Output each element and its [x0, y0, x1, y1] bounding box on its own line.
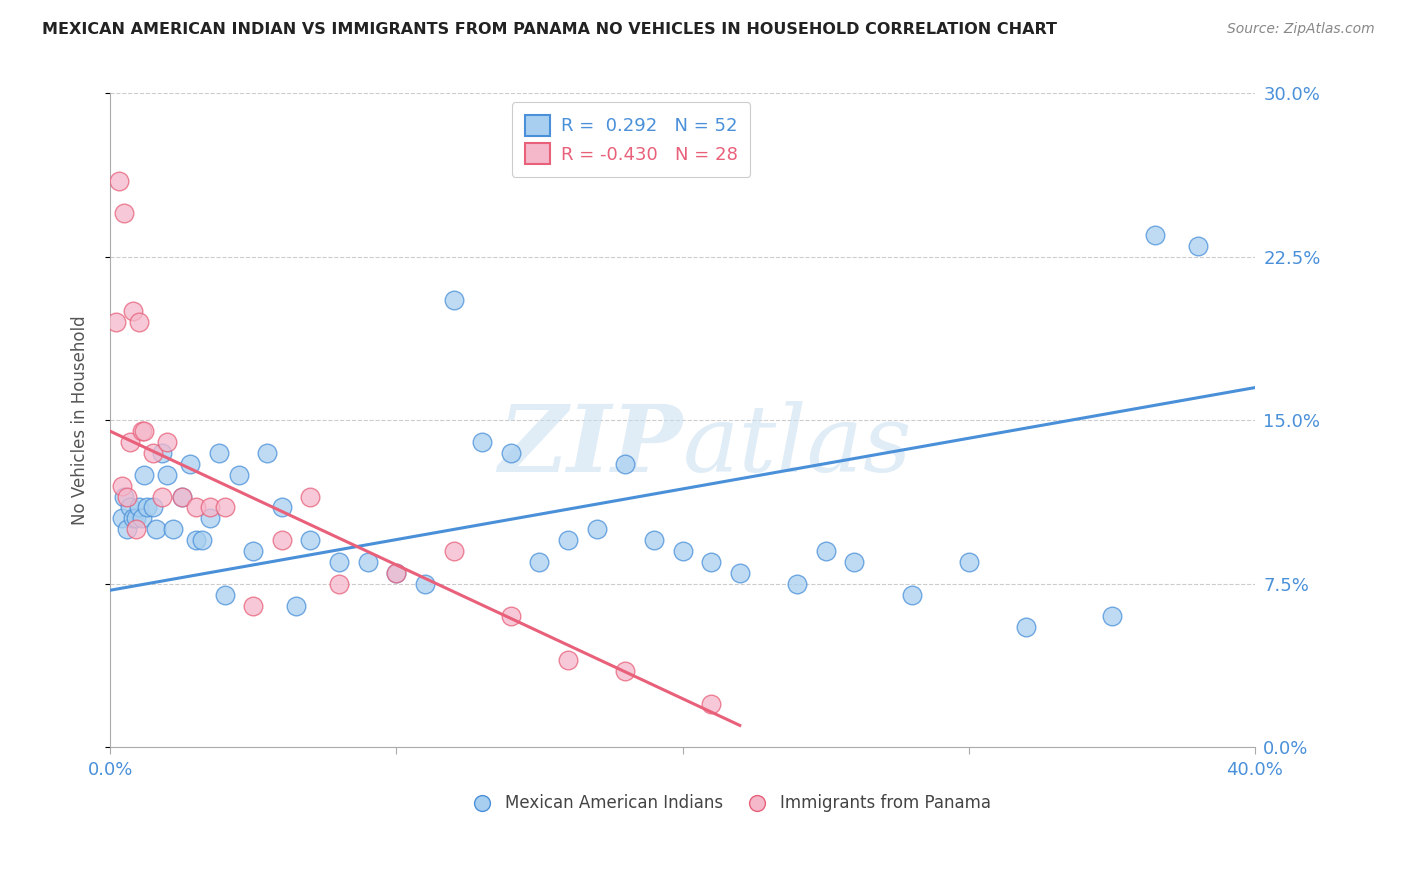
Point	[643, 533, 665, 548]
Point	[190, 533, 212, 548]
Point	[179, 457, 201, 471]
Point	[104, 315, 127, 329]
Point	[125, 522, 148, 536]
Point	[110, 511, 132, 525]
Point	[256, 446, 278, 460]
Point	[671, 544, 693, 558]
Text: MEXICAN AMERICAN INDIAN VS IMMIGRANTS FROM PANAMA NO VEHICLES IN HOUSEHOLD CORRE: MEXICAN AMERICAN INDIAN VS IMMIGRANTS FR…	[42, 22, 1057, 37]
Point	[145, 522, 167, 536]
Point	[443, 293, 465, 308]
Point	[200, 511, 222, 525]
Point	[413, 576, 436, 591]
Point	[957, 555, 980, 569]
Point	[357, 555, 380, 569]
Point	[328, 555, 350, 569]
Point	[270, 500, 292, 515]
Point	[214, 500, 236, 515]
Point	[328, 576, 350, 591]
Point	[900, 588, 922, 602]
Point	[700, 697, 723, 711]
Point	[107, 173, 129, 187]
Point	[270, 533, 292, 548]
Point	[120, 500, 142, 515]
Point	[142, 446, 165, 460]
Point	[162, 522, 184, 536]
Point	[499, 446, 522, 460]
Point	[122, 304, 145, 318]
Point	[128, 315, 150, 329]
Point	[122, 511, 145, 525]
Point	[117, 490, 139, 504]
Text: atlas: atlas	[682, 401, 912, 491]
Point	[557, 533, 579, 548]
Point	[786, 576, 808, 591]
Point	[471, 435, 494, 450]
Point	[134, 424, 156, 438]
Point	[285, 599, 308, 613]
Point	[814, 544, 837, 558]
Point	[529, 555, 551, 569]
Point	[228, 467, 250, 482]
Point	[184, 533, 207, 548]
Point	[844, 555, 866, 569]
Point	[499, 609, 522, 624]
Point	[112, 490, 135, 504]
Point	[242, 599, 264, 613]
Point	[110, 478, 132, 492]
Point	[1015, 620, 1038, 634]
Point	[142, 500, 165, 515]
Point	[208, 446, 231, 460]
Point	[131, 511, 153, 525]
Y-axis label: No Vehicles in Household: No Vehicles in Household	[72, 316, 89, 525]
Point	[1187, 239, 1209, 253]
Point	[700, 555, 723, 569]
Point	[728, 566, 751, 580]
Point	[156, 435, 179, 450]
Point	[1101, 609, 1123, 624]
Point	[150, 446, 173, 460]
Point	[136, 500, 159, 515]
Text: Source: ZipAtlas.com: Source: ZipAtlas.com	[1227, 22, 1375, 37]
Point	[170, 490, 193, 504]
Point	[299, 533, 322, 548]
Point	[150, 490, 173, 504]
Point	[299, 490, 322, 504]
Point	[134, 467, 156, 482]
Point	[585, 522, 607, 536]
Point	[614, 457, 637, 471]
Point	[117, 522, 139, 536]
Point	[108, 742, 131, 756]
Point	[385, 566, 408, 580]
Point	[184, 500, 207, 515]
Point	[443, 544, 465, 558]
Text: ZIP: ZIP	[498, 401, 682, 491]
Point	[242, 544, 264, 558]
Point	[614, 664, 637, 678]
Point	[170, 490, 193, 504]
Text: Mexican American Indians: Mexican American Indians	[505, 794, 723, 812]
Point	[112, 206, 135, 220]
Point	[131, 424, 153, 438]
Point	[385, 566, 408, 580]
Point	[200, 500, 222, 515]
Point	[120, 435, 142, 450]
Point	[128, 500, 150, 515]
Point	[156, 467, 179, 482]
Legend: R =  0.292   N = 52, R = -0.430   N = 28: R = 0.292 N = 52, R = -0.430 N = 28	[512, 103, 751, 177]
Point	[214, 588, 236, 602]
Point	[1143, 227, 1166, 242]
Text: Immigrants from Panama: Immigrants from Panama	[780, 794, 991, 812]
Point	[115, 742, 138, 756]
Point	[557, 653, 579, 667]
Point	[125, 511, 148, 525]
